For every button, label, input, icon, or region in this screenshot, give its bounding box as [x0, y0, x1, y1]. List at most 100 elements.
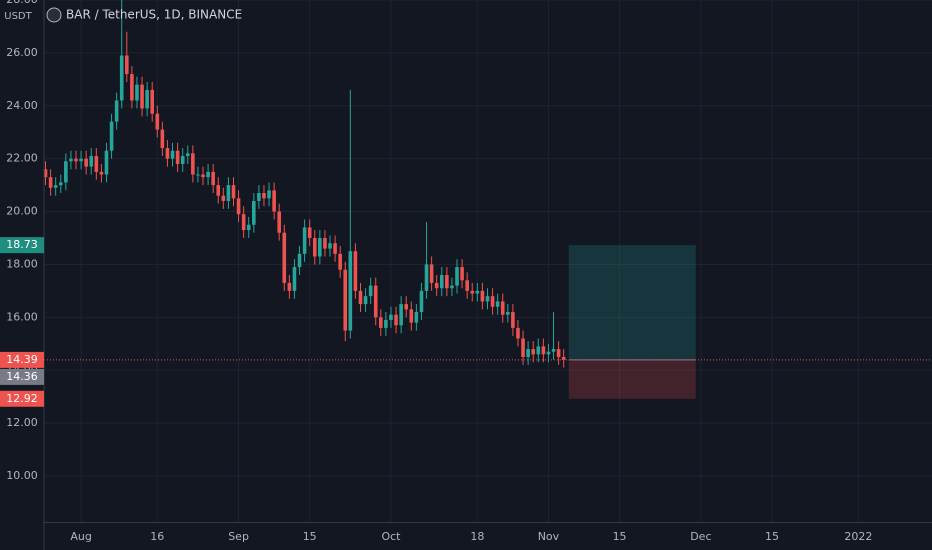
price-marker-label: 14.36 [6, 370, 38, 383]
candle-body [460, 267, 464, 281]
candle-body [556, 349, 561, 357]
y-tick-label: 22.00 [6, 152, 38, 165]
candle-body [546, 351, 551, 355]
candle-body [226, 185, 231, 201]
candle-body [99, 171, 104, 175]
currency-label: USDT [4, 11, 32, 22]
candle-body [353, 251, 358, 291]
candle-body [150, 89, 155, 114]
target-price-label: 18.73 [6, 238, 38, 251]
candle-body [343, 269, 348, 331]
candle-body [252, 200, 256, 225]
candle-body [399, 304, 403, 326]
candle-body [384, 319, 388, 328]
candle-body [312, 237, 317, 257]
y-tick-label: 16.00 [6, 310, 38, 323]
stop-price-label: 12.92 [6, 392, 38, 405]
y-tick-label: 26.00 [6, 46, 38, 59]
candle-body [145, 89, 149, 109]
candle-body [338, 253, 342, 270]
candle-body [328, 243, 332, 249]
candle-body [511, 312, 515, 328]
candle-body [333, 243, 337, 254]
candle-body [409, 309, 414, 323]
candle-body [267, 190, 271, 199]
candle-body [414, 312, 419, 323]
chart-title: BAR / TetherUS, 1D, BINANCE [66, 8, 242, 22]
x-tick-label: Aug [70, 530, 91, 543]
candle-body [94, 156, 99, 172]
y-tick-label: 12.00 [6, 416, 38, 429]
target-zone [568, 245, 696, 360]
candle-body [348, 251, 353, 331]
candle-body [394, 314, 398, 326]
candle-body [79, 158, 83, 162]
candle-body [287, 282, 292, 291]
candle-body [196, 174, 200, 176]
candle-body [114, 100, 119, 122]
x-tick-label: Sep [228, 530, 249, 543]
candle-body [475, 290, 480, 294]
candle-body [490, 296, 495, 307]
candle-body [262, 193, 266, 199]
candle-body [282, 232, 287, 283]
candle-body [165, 148, 170, 159]
x-tick-label: 2022 [844, 530, 872, 543]
candle-body [500, 301, 505, 315]
x-tick-label: 16 [150, 530, 164, 543]
candle-body [450, 285, 454, 289]
candle-body [257, 193, 261, 201]
candle-body [175, 150, 180, 164]
candle-body [363, 296, 368, 305]
grid [44, 0, 932, 522]
x-tick-label: 15 [765, 530, 779, 543]
candle-body [551, 349, 556, 352]
y-tick-label: 28.00 [6, 0, 38, 6]
candle-body [89, 156, 94, 167]
candle-body [521, 338, 525, 357]
candle-body [155, 113, 160, 130]
candle-body [429, 264, 434, 283]
y-axis-background [0, 0, 44, 550]
candle-body [64, 161, 68, 183]
candle-body [434, 282, 439, 289]
candle-body [180, 156, 185, 164]
candle-body [69, 158, 73, 162]
candle-body [445, 275, 449, 289]
candle-body [185, 153, 190, 157]
candle-body [323, 237, 327, 249]
candle-body [84, 158, 88, 167]
candle-body [318, 237, 322, 257]
last-price-label: 14.39 [6, 353, 38, 366]
candle-body [211, 171, 215, 186]
candle-body [495, 301, 500, 307]
symbol-icon[interactable] [46, 7, 62, 23]
candle-body [206, 171, 210, 178]
candle-body [191, 153, 195, 175]
x-tick-label: Oct [381, 530, 401, 543]
target-price-label-background [0, 237, 44, 254]
candle-body [246, 224, 251, 231]
labels: 10.0012.0014.0016.0018.0020.0022.0024.00… [0, 0, 872, 543]
candle-body [221, 195, 226, 201]
candle-body [170, 150, 175, 159]
candle-body [439, 275, 444, 289]
candle-body [404, 304, 409, 310]
x-tick-label: Dec [690, 530, 711, 543]
candle-body [135, 84, 139, 101]
candle-body [130, 74, 134, 101]
candle-body [292, 267, 297, 291]
header: USDT BAR / TetherUS, 1D, BINANCE [0, 6, 242, 24]
x-axis-background [0, 523, 932, 550]
candle-body [58, 182, 63, 186]
candle-body [307, 227, 312, 238]
currency-background [0, 6, 36, 24]
y-tick-label: 10.00 [6, 469, 38, 482]
candle-body [43, 169, 48, 178]
candle-body [536, 346, 541, 355]
candle-body [104, 150, 109, 175]
x-tick-label: 15 [303, 530, 317, 543]
